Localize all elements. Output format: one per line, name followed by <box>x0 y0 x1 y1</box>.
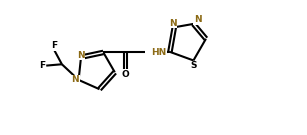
Text: O: O <box>122 70 129 79</box>
Text: N: N <box>169 19 177 28</box>
Text: F: F <box>39 61 45 70</box>
Text: N: N <box>72 75 79 84</box>
Text: S: S <box>190 61 197 70</box>
Text: F: F <box>51 41 57 50</box>
Text: HN: HN <box>151 48 166 57</box>
Text: N: N <box>77 50 85 60</box>
Text: N: N <box>194 15 201 24</box>
